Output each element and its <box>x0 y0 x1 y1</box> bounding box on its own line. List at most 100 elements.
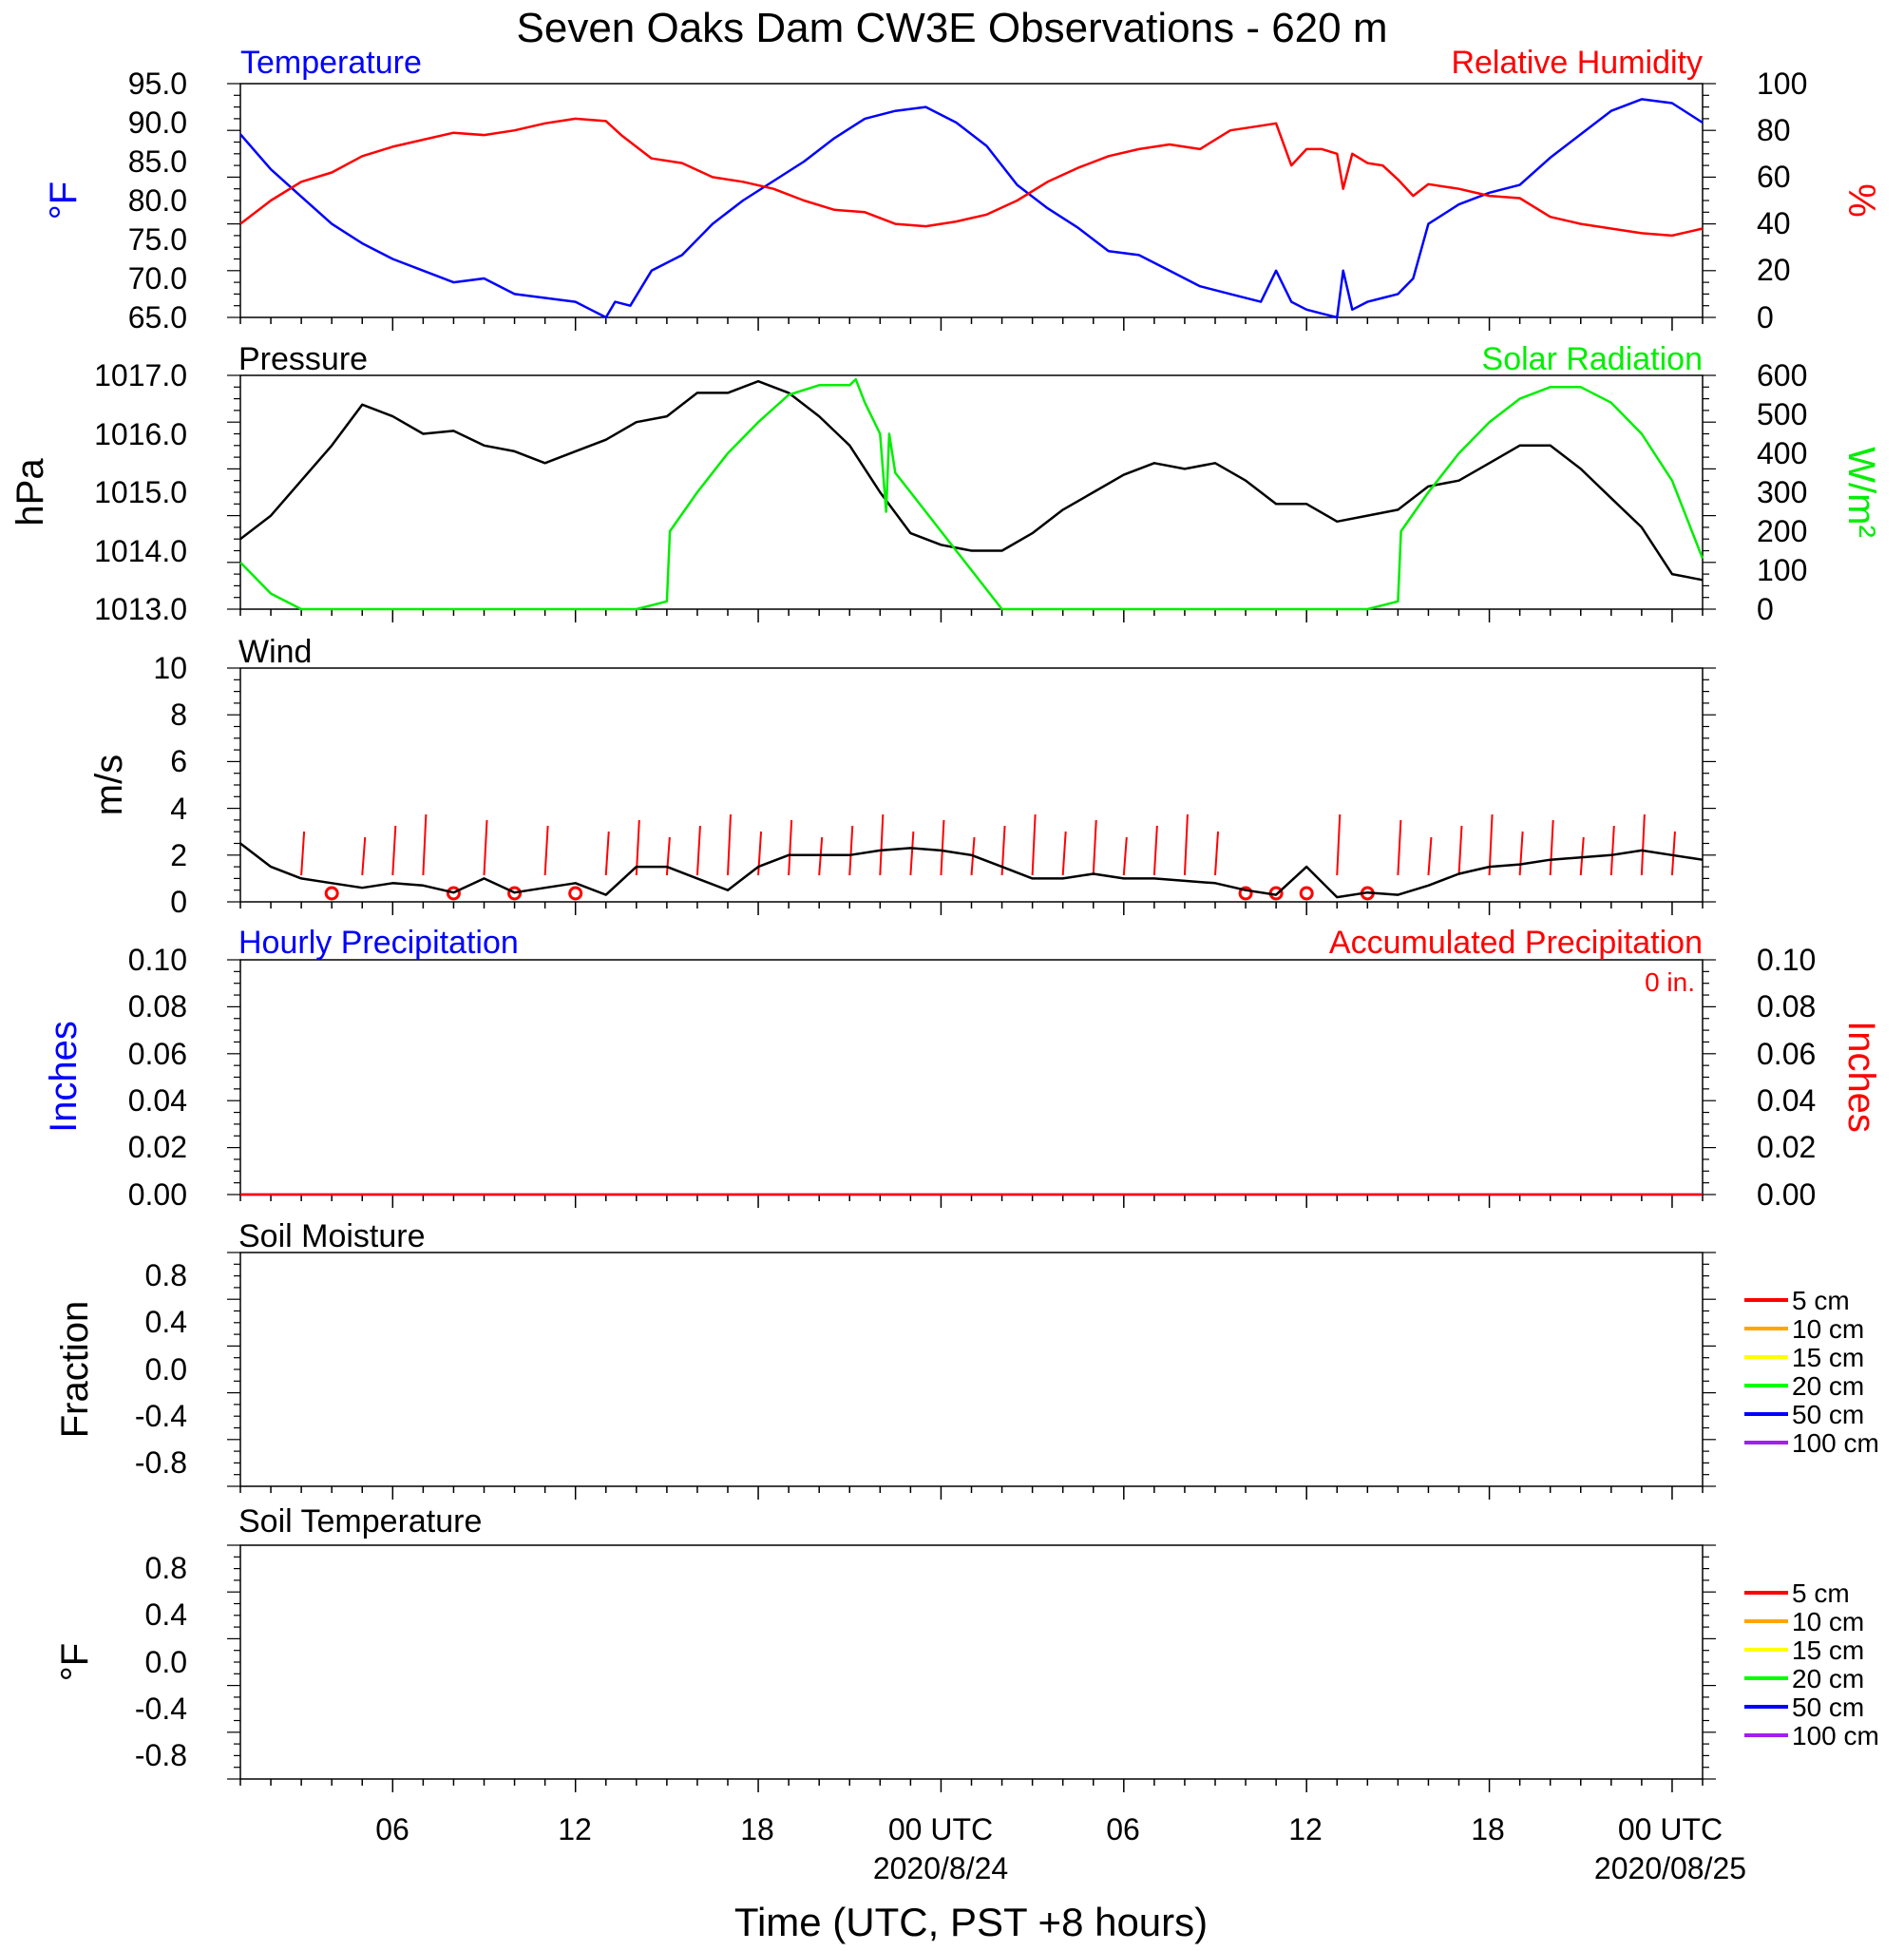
time-tick-label: 00 UTC <box>888 1812 993 1846</box>
left-ticks: 1017.0 1016.0 1015.0 1014.0 1013.0 <box>94 358 187 626</box>
legend-label: 5 cm <box>1792 1286 1850 1315</box>
tick-label-left: 90.0 <box>128 105 187 140</box>
soil-moisture-label: Soil Moisture <box>238 1218 426 1254</box>
wind-barb <box>1031 813 1037 876</box>
wind-unit: m/s <box>88 755 130 815</box>
tick-label-left: 0.04 <box>128 1083 187 1118</box>
tick-label-left: 1014.0 <box>94 534 187 568</box>
wind-barb <box>1549 819 1554 876</box>
wind-barbs <box>300 813 1676 901</box>
panel-soil-moisture: Soil Moisture Fraction 0.8 0.4 0.0 -0.4 … <box>54 1218 1879 1500</box>
tick-label-right: 40 <box>1757 206 1791 240</box>
legend-soil-temperature: 5 cm 10 cm 15 cm 20 cm 50 cm 100 cm <box>1744 1578 1879 1750</box>
tick-label-left: 80.0 <box>128 183 187 218</box>
tick-label-left: 0.8 <box>145 1258 187 1292</box>
pressure-label: Pressure <box>238 341 368 377</box>
wind-barb <box>665 836 671 876</box>
tick-label-right: 100 <box>1757 553 1807 587</box>
wind-barb <box>1457 825 1463 876</box>
legend-label: 100 cm <box>1792 1428 1879 1458</box>
axis-ticks <box>227 959 1716 1208</box>
accum-precip-label: Accumulated Precipitation <box>1329 925 1703 961</box>
soil-temperature-label: Soil Temperature <box>238 1503 482 1540</box>
time-tick-label: 06 <box>1106 1812 1140 1846</box>
temperature-unit: °F <box>43 182 85 220</box>
tick-label-right: 0 <box>1757 592 1774 626</box>
wind-barb <box>909 831 915 876</box>
calm-marker <box>1299 886 1314 901</box>
calm-marker <box>1238 886 1253 901</box>
tick-label-left: 75.0 <box>128 222 187 257</box>
tick-label-right: 0.04 <box>1757 1083 1816 1118</box>
series-lines <box>239 842 1704 899</box>
tick-label-left: 2 <box>170 838 187 872</box>
right-ticks: 600 500 400 300 200 100 0 <box>1757 358 1807 626</box>
wind-barb <box>1397 819 1402 876</box>
tick-label-right: 400 <box>1757 436 1807 470</box>
wind-barb <box>1427 836 1433 876</box>
tick-label-left: 1016.0 <box>94 417 187 451</box>
humidity-label: Relative Humidity <box>1451 45 1703 81</box>
time-tick-date: 2020/8/24 <box>873 1851 1008 1885</box>
left-ticks: 0.8 0.4 0.0 -0.4 -0.8 <box>135 1551 187 1772</box>
tick-label-right: 300 <box>1757 475 1807 509</box>
wind-barb <box>1609 825 1615 876</box>
pressure-unit: hPa <box>10 458 51 526</box>
legend-label: 10 cm <box>1792 1314 1864 1344</box>
soil-moisture-unit: Fraction <box>54 1301 96 1439</box>
tick-label-right: 20 <box>1757 253 1791 287</box>
legend-label: 15 cm <box>1792 1343 1864 1372</box>
temperature-label: Temperature <box>240 45 422 81</box>
time-tick-label: 18 <box>740 1812 774 1846</box>
panel-frame <box>239 1252 1704 1487</box>
legend-label: 50 cm <box>1792 1693 1864 1722</box>
legend-label: 50 cm <box>1792 1400 1864 1429</box>
time-tick-date: 2020/08/25 <box>1594 1851 1746 1885</box>
left-ticks: 95.0 90.0 85.0 80.0 75.0 70.0 65.0 <box>128 67 187 335</box>
wind-barb <box>695 825 701 876</box>
series-line-solar-radiation <box>239 377 1704 611</box>
wind-barb <box>757 831 763 876</box>
precip-unit-left: Inches <box>43 1021 85 1133</box>
wind-barb <box>1214 831 1219 876</box>
tick-label-left: 0.10 <box>128 943 187 977</box>
series-line-pressure <box>239 379 1704 582</box>
right-ticks: 0.10 0.08 0.06 0.04 0.02 0.00 <box>1757 943 1816 1212</box>
time-tick-label: 06 <box>375 1812 409 1846</box>
tick-label-left: 0 <box>170 885 187 919</box>
legend-label: 15 cm <box>1792 1635 1864 1665</box>
tick-label-left: 85.0 <box>128 144 187 179</box>
wind-barb <box>727 813 732 876</box>
tick-label-left: 0.06 <box>128 1037 187 1071</box>
tick-label-right: 500 <box>1757 397 1807 431</box>
tick-label-left: -0.8 <box>135 1445 187 1480</box>
tick-label-right: 0.08 <box>1757 989 1816 1023</box>
wind-barb <box>848 825 854 876</box>
legend-label: 10 cm <box>1792 1607 1864 1636</box>
panel-soil-temperature: Soil Temperature °F 0.8 0.4 0.0 -0.4 -0.… <box>54 1503 1879 1792</box>
tick-label-left: -0.4 <box>135 1399 187 1433</box>
tick-label-left: 1015.0 <box>94 475 187 509</box>
left-ticks: 0.10 0.08 0.06 0.04 0.02 0.00 <box>128 943 187 1212</box>
wind-label: Wind <box>238 634 312 670</box>
tick-label-right: 100 <box>1757 67 1807 101</box>
calm-marker <box>324 886 339 901</box>
tick-label-left: 0.0 <box>145 1352 187 1387</box>
hourly-precip-label: Hourly Precipitation <box>238 925 519 961</box>
time-tick-label: 12 <box>558 1812 592 1846</box>
solar-unit: W/m² <box>1840 447 1882 538</box>
wind-barb <box>1092 819 1097 876</box>
wind-barb <box>1488 813 1494 876</box>
panel-frame <box>239 959 1704 1195</box>
tick-label-left: 0.00 <box>128 1177 187 1212</box>
x-axis-title: Time (UTC, PST +8 hours) <box>734 1900 1208 1944</box>
legend-label: 5 cm <box>1792 1578 1850 1608</box>
wind-barb <box>604 831 610 876</box>
legend-soil-moisture: 5 cm 10 cm 15 cm 20 cm 50 cm 100 cm <box>1744 1286 1879 1458</box>
wind-barb <box>940 819 945 876</box>
wind-barb <box>422 813 428 876</box>
time-tick-label: 00 UTC <box>1618 1812 1723 1846</box>
axis-ticks <box>227 1544 1716 1792</box>
time-axis: 06 12 18 00 UTC 2020/8/24 06 12 18 00 UT… <box>375 1812 1746 1885</box>
tick-label-left: 0.08 <box>128 989 187 1023</box>
